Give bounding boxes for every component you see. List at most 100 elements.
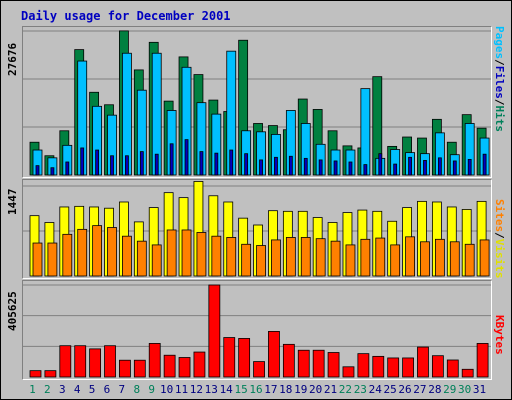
day-label: 23 <box>354 383 367 396</box>
files-label: Files <box>493 65 506 99</box>
kbytes-label: KBytes <box>493 315 506 355</box>
hits-chart <box>23 30 491 176</box>
sites-bar <box>136 240 147 277</box>
pages-bar <box>95 149 100 176</box>
pages-bar <box>333 160 338 176</box>
label-sep-3: / <box>493 232 506 239</box>
pages-bar <box>482 153 487 176</box>
day-label: 15 <box>234 383 247 396</box>
pages-bar <box>467 158 472 176</box>
pages-bar <box>229 149 234 176</box>
sites-bar <box>315 238 326 277</box>
pages-bar <box>125 155 129 176</box>
sites-bar <box>166 229 177 277</box>
pages-bar <box>259 159 263 176</box>
pages-bar <box>393 163 398 176</box>
day-axis: 1 2 3 4 5 6 7 8 9 10 11 12 13 14 15 16 17 18 19 20 21 22 23 24 2… <box>29 383 486 396</box>
kbytes-bar <box>148 343 161 378</box>
pages-bar <box>169 143 174 176</box>
pages-bar <box>35 165 40 176</box>
hits-max-label: 27676 <box>6 42 19 76</box>
kbytes-bar <box>342 366 355 378</box>
visits-label: Visits <box>493 238 506 279</box>
sites-bar <box>62 233 73 277</box>
kbytes-bar <box>253 361 265 378</box>
kbytes-bar <box>133 359 146 378</box>
sites-bar <box>375 237 386 277</box>
kbytes-bar <box>476 343 489 378</box>
kbytes-bar <box>387 357 400 378</box>
day-label: 22 <box>339 383 352 396</box>
hits-label: Hits <box>493 105 506 133</box>
pages-bar <box>65 161 70 176</box>
day-label: 2 <box>44 383 51 396</box>
day-label: 11 <box>175 383 188 396</box>
day-label: 14 <box>220 383 234 396</box>
kbytes-bar <box>44 370 57 378</box>
pages-bar <box>50 167 55 176</box>
day-label: 17 <box>264 383 277 396</box>
day-label: 13 <box>205 383 218 396</box>
pages-bar <box>363 164 368 176</box>
sites-bar <box>47 242 58 277</box>
sites-bar <box>285 237 296 277</box>
label-sep-1: / <box>493 59 506 66</box>
sites-bar <box>92 225 103 277</box>
day-label: 18 <box>279 383 292 396</box>
kbytes-bar <box>104 345 116 378</box>
label-sep-2: / <box>493 98 506 106</box>
kbytes-bar <box>327 352 340 378</box>
pages-bar <box>408 156 412 176</box>
sites-bar <box>434 238 445 277</box>
pages-bar <box>288 155 293 176</box>
files-bar <box>360 88 371 176</box>
day-label: 29 <box>443 383 456 396</box>
kbytes-bar <box>223 337 236 378</box>
pages-bar <box>154 153 159 176</box>
sites-bar <box>151 244 162 277</box>
kbytes-bar <box>417 346 429 378</box>
kbytes-bar <box>238 338 251 378</box>
visits-chart <box>23 181 491 277</box>
day-label: 24 <box>369 383 383 396</box>
pages-bar <box>274 156 278 176</box>
kbytes-bar <box>297 349 310 378</box>
kbytes-bar <box>163 354 176 378</box>
day-label: 21 <box>324 383 337 396</box>
kbytes-panel <box>22 280 492 380</box>
kbytes-bar <box>431 355 444 378</box>
pages-bar <box>110 155 114 176</box>
day-label: 12 <box>190 383 203 396</box>
sites-bar <box>226 237 237 277</box>
pages-bar <box>318 159 323 176</box>
sites-bar <box>464 243 475 277</box>
kbytes-bar <box>402 357 414 378</box>
hits-axis-label: Pages/Files/Hits <box>493 26 506 132</box>
sites-bar <box>345 244 356 277</box>
sites-bar <box>211 235 222 277</box>
sites-bar <box>449 241 460 277</box>
hits-panel <box>22 26 492 178</box>
kbytes-bar <box>282 343 295 378</box>
sites-bar <box>122 235 132 277</box>
kbytes-bar <box>119 359 131 378</box>
pages-bar <box>303 157 308 176</box>
day-label: 19 <box>294 383 307 396</box>
pages-bar <box>423 160 427 176</box>
sites-label: Sites <box>493 199 506 233</box>
sites-bar <box>420 241 430 277</box>
kbytes-bar <box>461 368 474 378</box>
kbytes-bar <box>193 351 206 378</box>
pages-label: Pages <box>493 26 506 60</box>
sites-bar <box>390 244 401 277</box>
kbytes-bar <box>268 331 280 378</box>
pages-bar <box>214 152 219 176</box>
kbytes-bar <box>372 355 385 378</box>
day-label: 3 <box>59 383 66 396</box>
sites-bar <box>360 238 371 277</box>
pages-bar <box>199 151 204 176</box>
sites-bar <box>196 232 207 277</box>
pages-bar <box>452 160 457 176</box>
pages-bar <box>378 153 383 176</box>
sites-bar <box>241 243 252 277</box>
